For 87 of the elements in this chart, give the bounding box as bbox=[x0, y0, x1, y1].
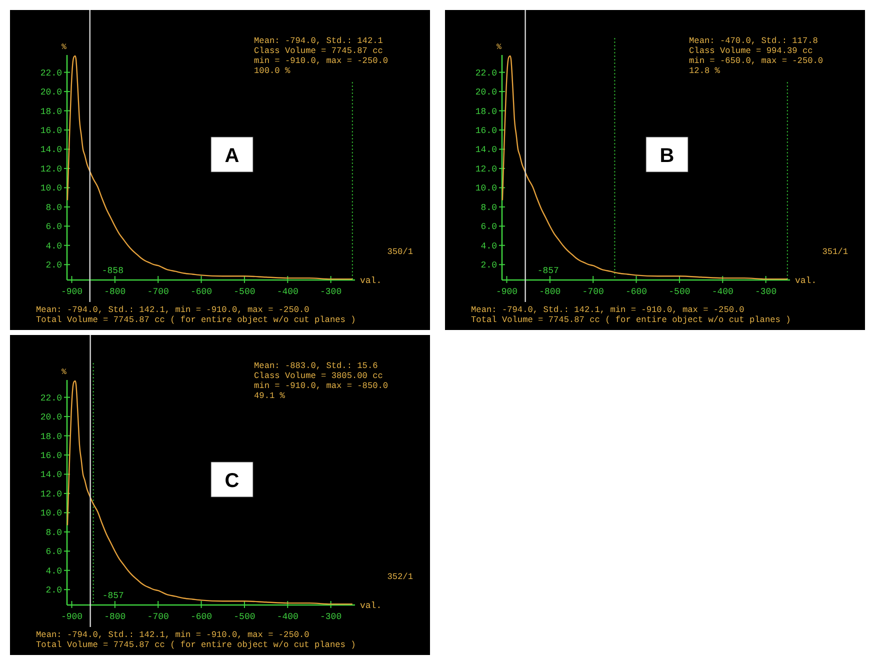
text: Mean: -470.0, Std.: 117.8 bbox=[689, 36, 818, 46]
x-tick-label: -700 bbox=[147, 287, 169, 297]
x-tick-label: -400 bbox=[276, 287, 298, 297]
x-tick-label: -300 bbox=[320, 612, 342, 622]
y-axis-title: % bbox=[62, 368, 67, 377]
x-tick-label: -900 bbox=[60, 287, 83, 297]
x-tick-label: -800 bbox=[104, 612, 126, 622]
annotation: C bbox=[224, 470, 240, 492]
x-tick-label: -500 bbox=[234, 287, 256, 297]
y-tick-label: 20.0 bbox=[40, 412, 62, 423]
y-tick-label: 18.0 bbox=[40, 106, 62, 117]
x-axis-title: val. bbox=[360, 601, 382, 611]
y-tick-label: 4.0 bbox=[480, 241, 497, 252]
x-tick-label: -800 bbox=[104, 287, 126, 297]
y-tick-label: 16.0 bbox=[40, 451, 62, 461]
x-tick-label: -300 bbox=[320, 287, 342, 297]
annotation: B bbox=[660, 145, 674, 167]
y-tick-label: 6.0 bbox=[46, 547, 62, 558]
y-axis-title: % bbox=[62, 43, 67, 52]
y-tick-label: 10.0 bbox=[40, 184, 62, 194]
ref-line-label: -857 bbox=[537, 266, 559, 276]
annotation: Class Volume = 3805.00 cc bbox=[254, 371, 383, 381]
y-tick-label: 6.0 bbox=[46, 222, 62, 232]
x-tick-label: -600 bbox=[190, 612, 212, 622]
y-tick-label: 2.0 bbox=[46, 586, 62, 596]
y-tick-label: 12.0 bbox=[40, 489, 62, 500]
x-tick-label: -600 bbox=[190, 287, 212, 297]
y-tick-label: 18.0 bbox=[475, 106, 497, 117]
y-tick-label: 14.0 bbox=[40, 145, 62, 156]
x-tick-label: -400 bbox=[712, 287, 734, 297]
text: Mean: -794.0, Std.: 142.1, min = -910.0, max = -250.0 bbox=[36, 305, 310, 315]
y-tick-label: 8.0 bbox=[46, 202, 62, 213]
y-tick-label: 10.0 bbox=[40, 508, 62, 519]
y-tick-label: 12.0 bbox=[40, 164, 62, 174]
x-axis-title: val. bbox=[795, 276, 817, 286]
annotation: Class Volume = 994.39 cc bbox=[689, 46, 813, 56]
annotation: min = -910.0, max = -250.0 bbox=[254, 56, 388, 66]
x-tick-label: -400 bbox=[276, 612, 298, 622]
ref-line-label: -857 bbox=[102, 591, 124, 601]
text: 350/1 bbox=[387, 247, 413, 257]
annotation: min = -910.0, max = -850.0 bbox=[254, 381, 388, 391]
y-tick-label: 2.0 bbox=[46, 260, 62, 271]
y-tick-label: 8.0 bbox=[46, 528, 62, 538]
text: 352/1 bbox=[387, 572, 413, 582]
y-tick-label: 18.0 bbox=[40, 432, 62, 442]
y-tick-label: 4.0 bbox=[46, 566, 62, 576]
y-tick-label: 22.0 bbox=[40, 68, 62, 78]
annotation: min = -650.0, max = -250.0 bbox=[689, 56, 824, 66]
x-tick-label: -700 bbox=[582, 287, 604, 297]
annotation: 12.8 % bbox=[689, 66, 721, 76]
text: Total Volume = 7745.87 cc ( for entire object w/o cut planes ) bbox=[36, 640, 356, 650]
x-tick-label: -800 bbox=[539, 287, 561, 297]
y-axis-title: % bbox=[496, 43, 502, 52]
y-tick-label: 22.0 bbox=[475, 68, 497, 78]
x-tick-label: -900 bbox=[60, 612, 83, 622]
text: 351/1 bbox=[822, 247, 848, 257]
y-tick-label: 10.0 bbox=[475, 184, 497, 194]
text: Mean: -794.0, Std.: 142.1, min = -910.0, max = -250.0 bbox=[471, 305, 744, 315]
text: Mean: -883.0, Std.: 15.6 bbox=[254, 361, 378, 371]
x-tick-label: -500 bbox=[234, 612, 256, 622]
text: Total Volume = 7745.87 cc ( for entire object w/o cut planes ) bbox=[36, 315, 356, 325]
x-tick-label: -600 bbox=[625, 287, 648, 297]
y-tick-label: 22.0 bbox=[40, 393, 62, 404]
y-tick-label: 20.0 bbox=[475, 88, 497, 98]
y-tick-label: 14.0 bbox=[40, 470, 62, 480]
ref-line-label: -858 bbox=[102, 266, 124, 276]
y-tick-label: 6.0 bbox=[480, 222, 497, 232]
y-tick-label: 16.0 bbox=[475, 126, 497, 136]
text: Mean: -794.0, Std.: 142.1 bbox=[254, 36, 383, 46]
x-tick-label: -700 bbox=[147, 612, 169, 622]
text: Total Volume = 7745.87 cc ( for entire object w/o cut planes ) bbox=[471, 315, 791, 325]
y-tick-label: 12.0 bbox=[475, 164, 497, 174]
annotation: 100.0 % bbox=[254, 66, 291, 76]
annotation: Class Volume = 7745.87 cc bbox=[254, 46, 383, 56]
y-tick-label: 20.0 bbox=[40, 88, 62, 98]
x-axis-title: val. bbox=[360, 276, 382, 286]
annotation: 49.1 % bbox=[254, 391, 286, 401]
annotation: A bbox=[224, 145, 240, 167]
y-tick-label: 16.0 bbox=[40, 126, 62, 136]
text: Mean: -794.0, Std.: 142.1, min = -910.0, max = -250.0 bbox=[36, 630, 310, 640]
x-tick-label: -300 bbox=[755, 287, 777, 297]
y-tick-label: 2.0 bbox=[480, 260, 497, 271]
y-tick-label: 8.0 bbox=[480, 202, 497, 213]
y-tick-label: 14.0 bbox=[475, 145, 497, 156]
x-tick-label: -900 bbox=[496, 287, 518, 297]
y-tick-label: 4.0 bbox=[46, 241, 62, 252]
x-tick-label: -500 bbox=[668, 287, 690, 297]
